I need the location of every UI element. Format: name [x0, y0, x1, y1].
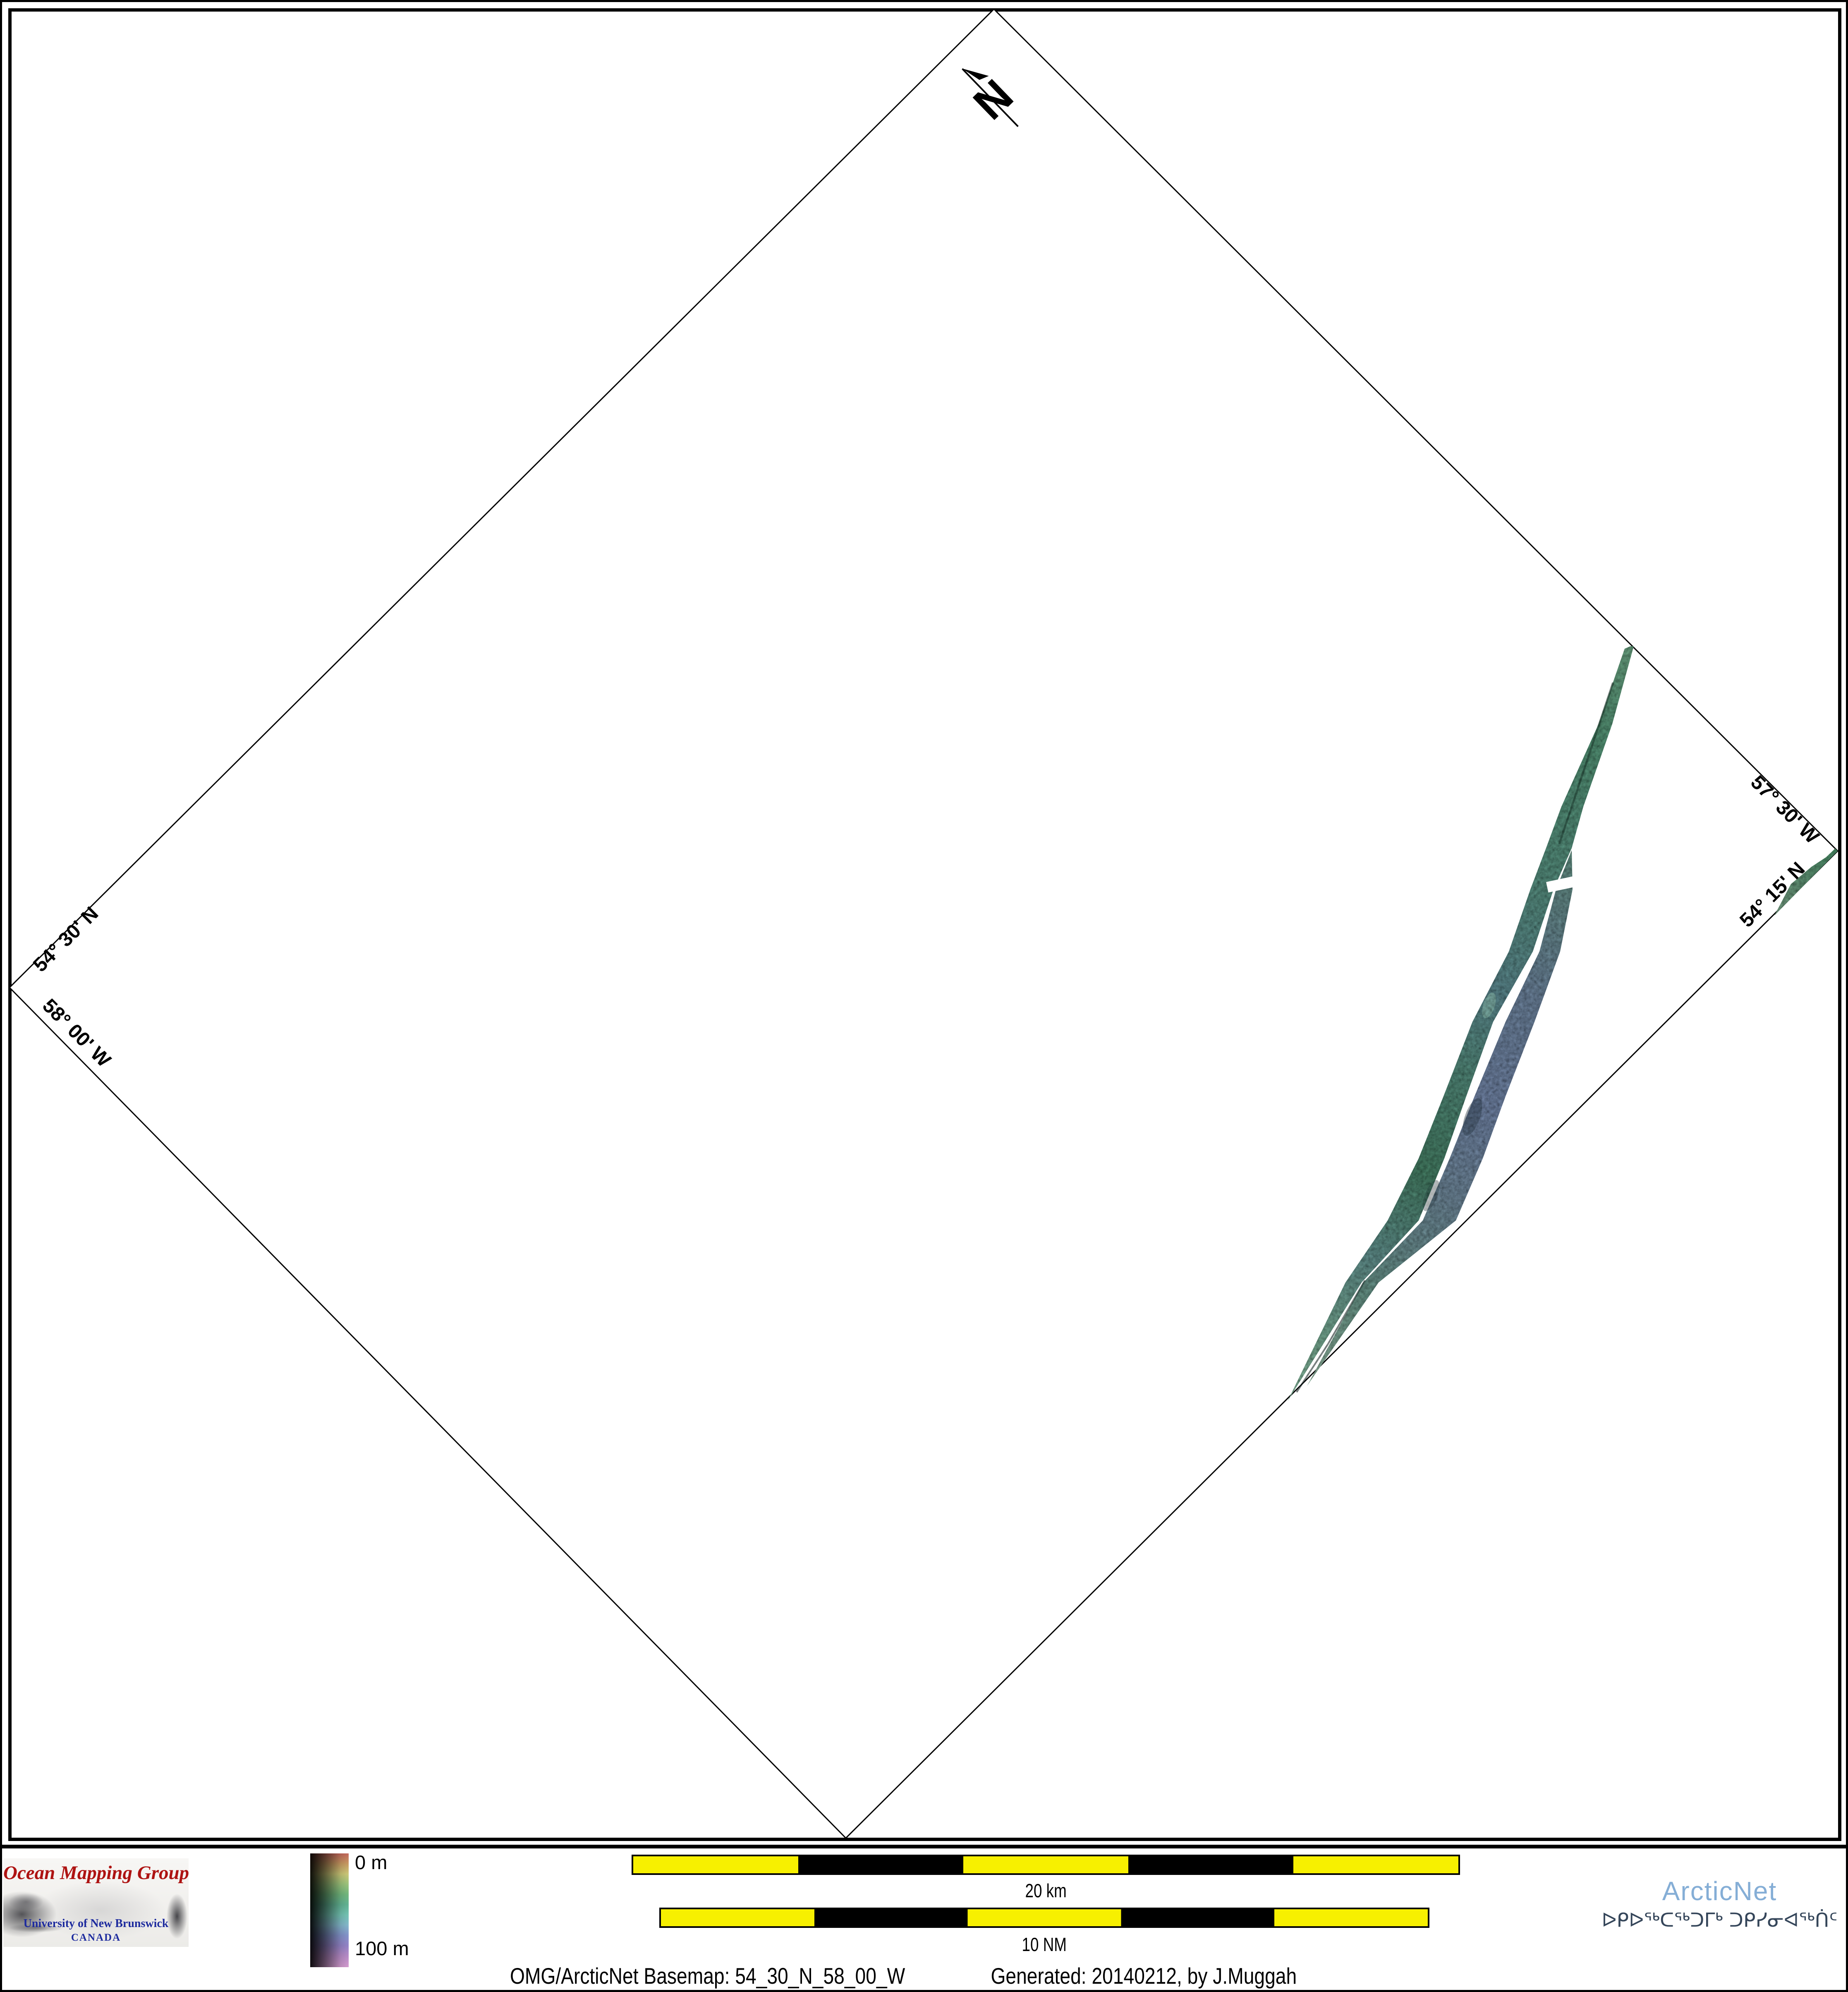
scalebar-km-label-text: 20 km	[1025, 1880, 1067, 1901]
scalebar-nm-label-text: 10 NM	[1022, 1934, 1067, 1955]
scalebar-km-label: 20 km	[632, 1879, 1460, 1902]
scalebar-nm-label: 10 NM	[659, 1933, 1429, 1956]
map-canvas: N 54° 30' N 58° 00' W 57° 30' W 54° 15' …	[8, 8, 1841, 1841]
scalebar-nm	[659, 1908, 1429, 1928]
depth-max-label: 100 m	[355, 1937, 409, 1959]
swath-shadow-patch	[1422, 1180, 1440, 1211]
depth-min-label: 0 m	[355, 1851, 388, 1873]
swath-data-gap	[1546, 875, 1578, 893]
swath-seam	[1296, 1280, 1366, 1393]
north-arrow-head	[962, 68, 989, 80]
swath-highlight-patch	[1482, 992, 1496, 1018]
scalebar-km	[632, 1855, 1460, 1875]
depth-colorbar	[310, 1853, 349, 1967]
north-arrow-shaft	[962, 68, 1019, 127]
swath-shadow-patch	[1463, 1098, 1482, 1136]
footer-divider	[0, 1845, 1848, 1848]
arcticnet-logo-inuktitut: ᐅᑭᐅᖅᑕᖅᑐᒥᒃ ᑐᑭᓯᓂᐊᖅᑏᑦ	[1601, 1909, 1838, 1932]
map-caption: OMG/ArcticNet Basemap: 54_30_N_58_00_W Ge…	[0, 1963, 1823, 1989]
caption-basemap-id: OMG/ArcticNet Basemap: 54_30_N_58_00_W	[510, 1963, 905, 1989]
arcticnet-logo: ArcticNet ᐅᑭᐅᖅᑕᖅᑐᒥᒃ ᑐᑭᓯᓂᐊᖅᑏᑦ	[1592, 1876, 1847, 1932]
caption-generated-by: Generated: 20140212, by J.Muggah	[991, 1963, 1297, 1989]
swath-seam	[1558, 682, 1614, 844]
graticule-frame	[8, 8, 1839, 1839]
arcticnet-logo-name: ArcticNet	[1662, 1876, 1777, 1906]
swath-corner-sliver	[1774, 849, 1838, 916]
omg-logo-title: Ocean Mapping Group	[3, 1862, 189, 1884]
bathymetry-swath	[1288, 646, 1838, 1401]
omg-logo-university: University of New Brunswick	[23, 1917, 169, 1930]
omg-logo-country: CANADA	[71, 1932, 121, 1943]
omg-logo: Ocean Mapping Group University of New Br…	[3, 1858, 189, 1947]
